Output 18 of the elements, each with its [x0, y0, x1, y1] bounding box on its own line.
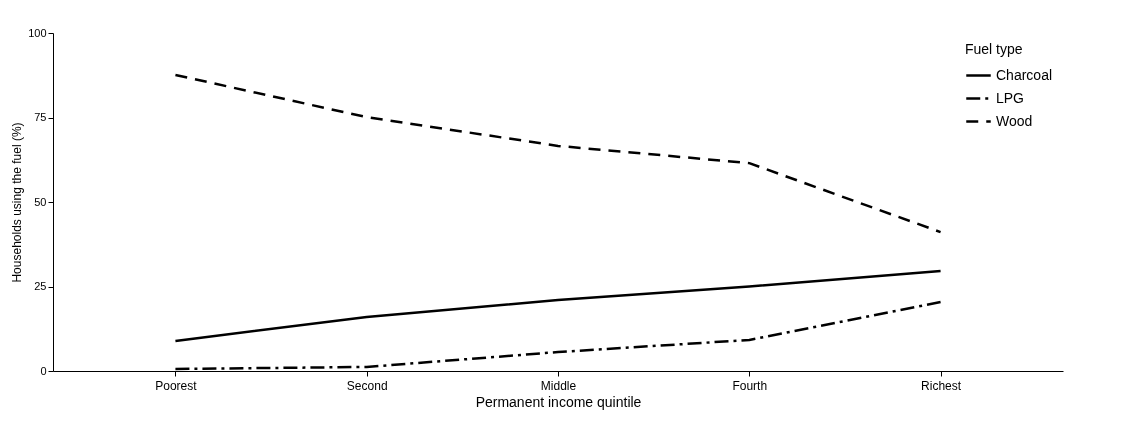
legend-label: Wood	[996, 112, 1033, 129]
legend-label: LPG	[996, 89, 1025, 106]
y-tick-label: 75	[34, 111, 47, 123]
y-tick-label: 50	[34, 195, 47, 208]
y-tick-label: 0	[40, 364, 47, 377]
y-axis-title: Households using the fuel (%)	[10, 122, 25, 283]
x-tick-label: Middle	[540, 378, 577, 393]
line-series	[174, 269, 942, 343]
x-tick-label: Second	[346, 378, 388, 393]
x-tick-label: Richest	[921, 378, 962, 393]
x-tick-label: Fourth	[732, 378, 768, 393]
x-tick-label: Poorest	[155, 378, 198, 393]
x-axis-title: Permanent income quintile	[475, 393, 642, 410]
line-series	[174, 73, 942, 234]
y-tick-label: 25	[34, 280, 47, 292]
legend-title: Fuel type	[965, 41, 1023, 57]
y-tick-label: 100	[28, 26, 47, 39]
legend-label: Charcoal	[996, 66, 1053, 83]
